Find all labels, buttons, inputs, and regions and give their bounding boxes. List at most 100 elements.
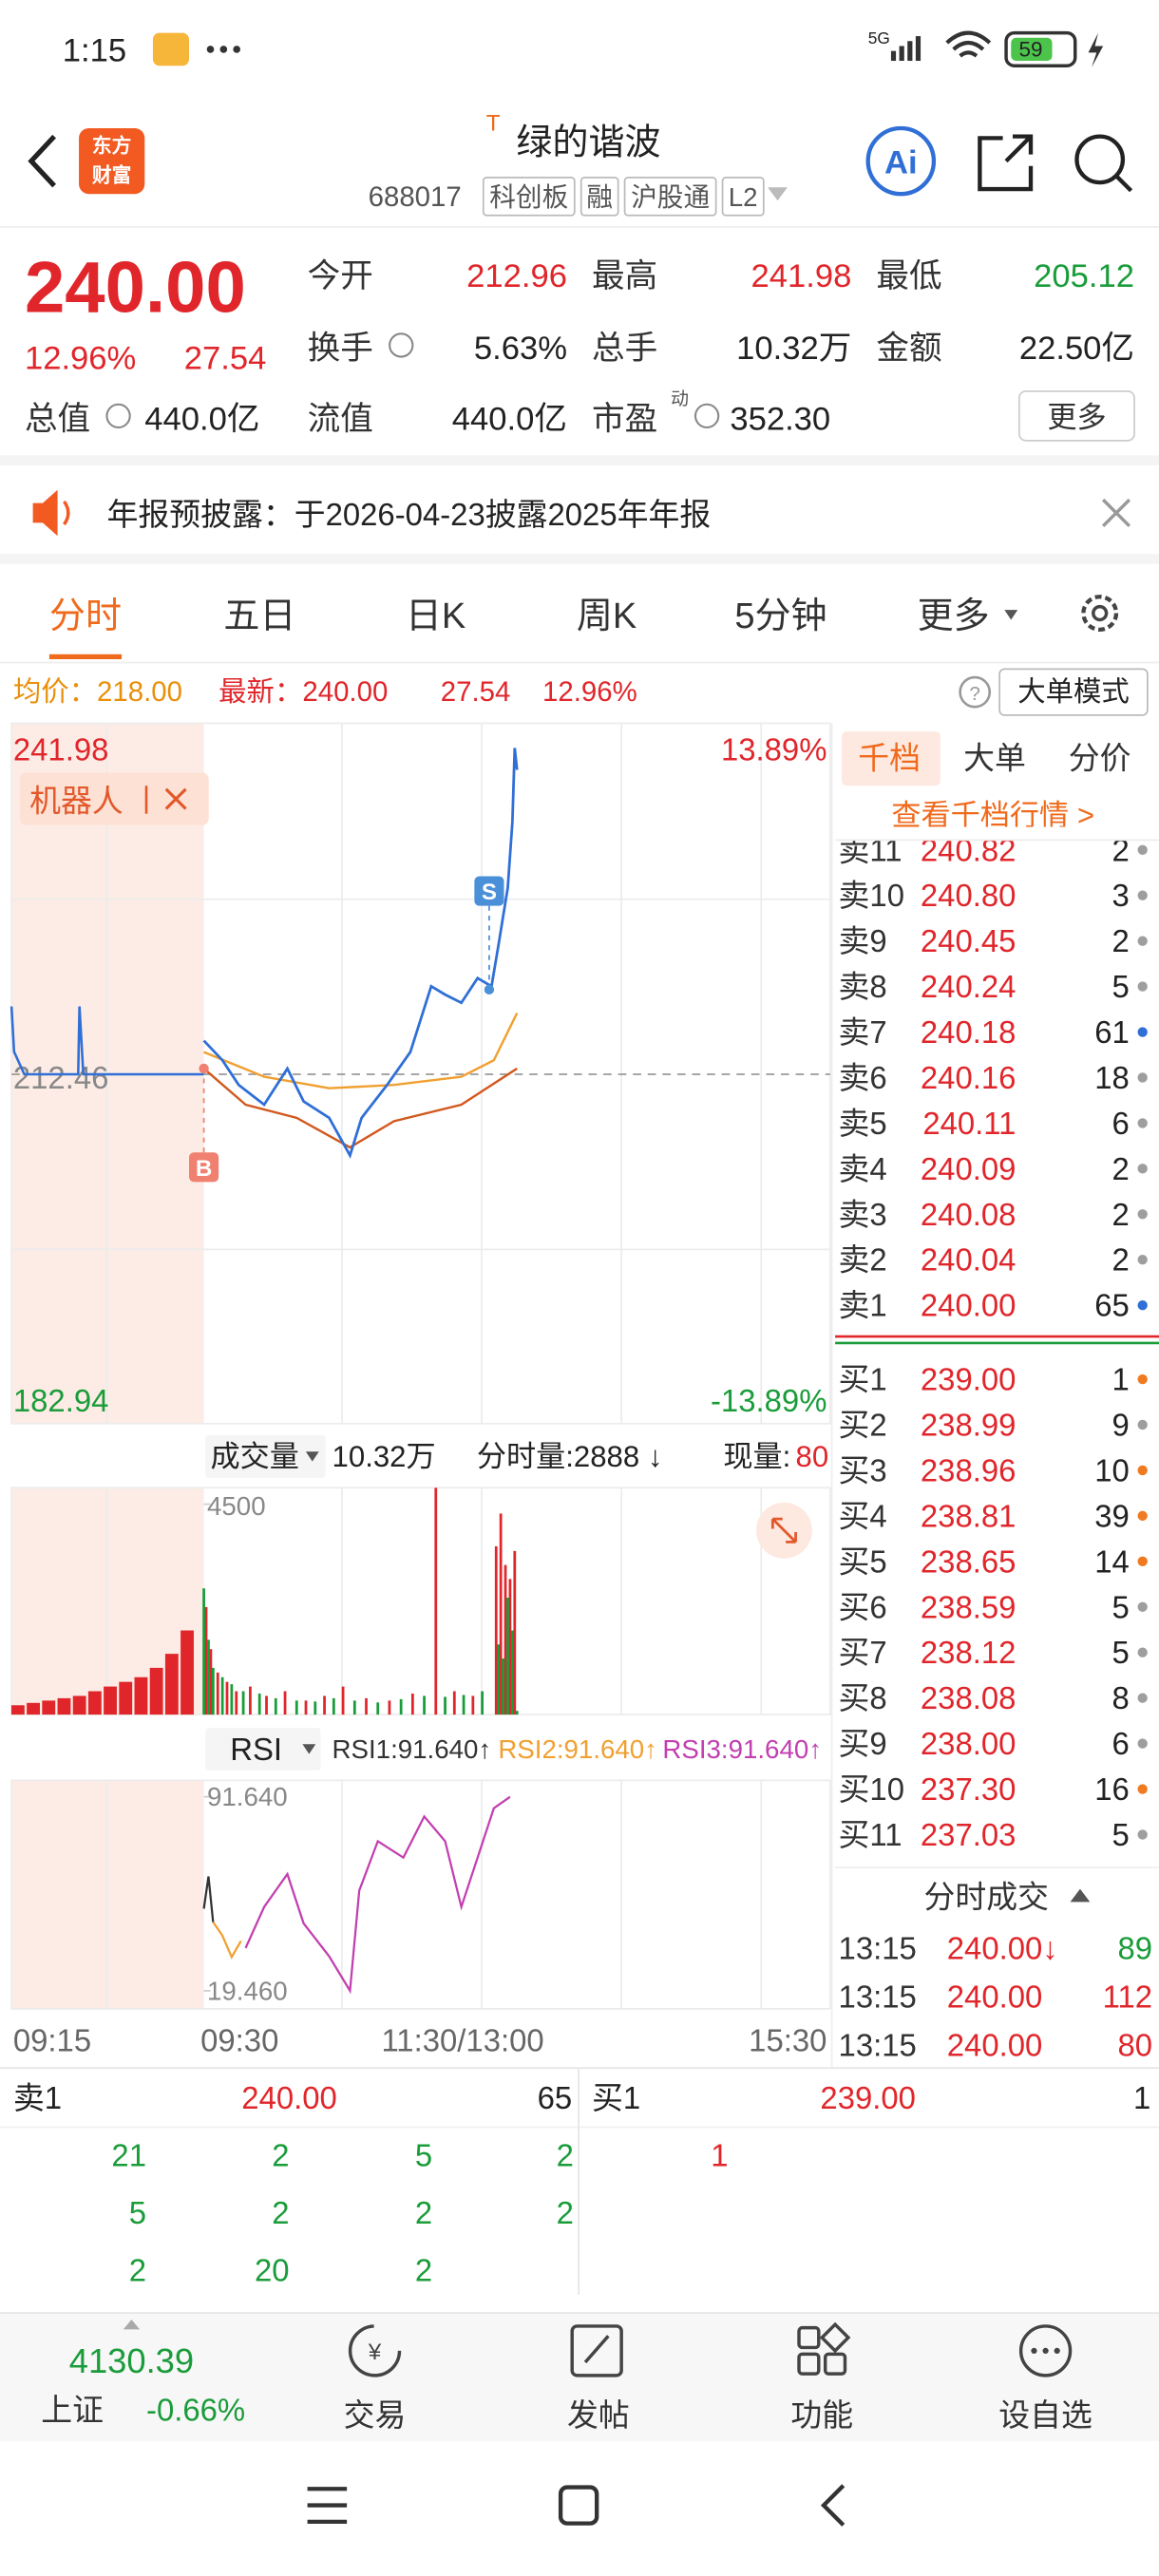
x-tick-label: 09:15 [13, 2022, 91, 2057]
help-icon[interactable] [959, 675, 992, 709]
price-line [203, 1013, 519, 1089]
level-dot [1137, 1255, 1148, 1265]
volume-selector[interactable] [205, 1434, 326, 1478]
index-value[interactable]: 4130.39 [69, 2341, 194, 2380]
rsi-selector[interactable] [205, 1727, 321, 1771]
t-mark: T [486, 110, 501, 136]
book-tab[interactable]: 大单 [963, 740, 1026, 775]
book-tab[interactable]: 分价 [1069, 740, 1131, 775]
stock-code: 688017 [369, 181, 462, 213]
tab-underline [48, 653, 123, 660]
tab[interactable]: 5分钟 [734, 597, 826, 636]
settings-button[interactable] [1081, 595, 1119, 633]
rsi-name[interactable]: RSI [230, 1732, 282, 1767]
level-qty: 39 [1094, 1498, 1130, 1533]
divider-band [0, 554, 1159, 564]
volume-bar [202, 1588, 205, 1715]
field-value: 205.12 [1034, 258, 1134, 294]
robot-button[interactable] [19, 772, 209, 825]
book-link[interactable]: 查看千档行情 > [891, 799, 1094, 832]
nav-label[interactable]: 发帖 [567, 2397, 630, 2433]
nav-label[interactable]: 交易 [344, 2397, 407, 2433]
queue-qty: 2 [272, 2137, 289, 2172]
trades-arrow[interactable] [1070, 1888, 1091, 1903]
tab[interactable]: 日K [406, 597, 466, 636]
robot-label[interactable]: 机器人 [29, 783, 124, 818]
clock: 1:15 [63, 33, 126, 69]
ai-label[interactable]: Ai [884, 144, 918, 180]
level-dot [1137, 1829, 1148, 1840]
info-icon[interactable] [105, 403, 131, 429]
mode-label[interactable]: 大单模式 [1017, 676, 1130, 708]
tab[interactable]: 分时 [49, 597, 122, 636]
trade-time: 13:15 [839, 1979, 917, 2014]
more-label[interactable]: 更多 [1047, 401, 1106, 434]
tab[interactable]: 更多 [918, 597, 990, 636]
tab[interactable]: 五日 [223, 597, 295, 636]
more-button[interactable] [1018, 390, 1135, 442]
level-dot [1137, 936, 1148, 946]
level-qty: 14 [1094, 1544, 1130, 1579]
marker-point [484, 984, 495, 995]
change: 27.54 [184, 340, 267, 376]
level-price: 240.00 [241, 2080, 337, 2115]
ai-button[interactable] [865, 125, 937, 197]
legend-entry: RSI2:91.640↑ [498, 1734, 657, 1764]
volume-bar [209, 1649, 213, 1715]
battery-icon [1004, 30, 1077, 67]
field-value: 241.98 [751, 258, 852, 294]
tab[interactable]: 周K [577, 597, 636, 636]
info-icon[interactable] [389, 332, 414, 358]
back-button[interactable] [28, 134, 57, 188]
divider-band [0, 455, 1159, 465]
queue-qty: 2 [415, 2253, 432, 2288]
robot-close[interactable] [164, 787, 187, 810]
index-arrow[interactable] [123, 2320, 141, 2330]
volume-bar [494, 1545, 498, 1715]
level-dot [1137, 1510, 1148, 1522]
queue-qty: 5 [415, 2137, 432, 2172]
level-qty: 65 [538, 2080, 573, 2115]
share-button[interactable] [978, 134, 1034, 192]
level-label: 卖2 [839, 1242, 887, 1278]
last-price: 240.00 [25, 247, 246, 328]
system-nav [307, 2484, 846, 2527]
marker-box[interactable] [189, 1152, 219, 1183]
field-label: 最高 [592, 258, 657, 294]
level-price: 237.03 [921, 1817, 1016, 1852]
active-book-tab[interactable] [842, 731, 940, 786]
settings-core [1092, 604, 1109, 622]
premarket-line [10, 1006, 204, 1076]
volume-bar [410, 1693, 414, 1715]
nav-label[interactable]: 设自选 [998, 2397, 1092, 2433]
more-dots [206, 46, 240, 53]
volume-name[interactable]: 成交量 [211, 1440, 299, 1473]
volume-bar [180, 1630, 194, 1715]
level-label: 买4 [839, 1498, 887, 1533]
price-line [202, 748, 519, 1159]
nav-label[interactable]: 功能 [790, 2397, 853, 2433]
search-button[interactable] [1074, 134, 1126, 185]
volume-bar [452, 1691, 456, 1715]
book-tab[interactable]: 千档 [858, 740, 921, 775]
dropdown-arrow[interactable] [768, 187, 788, 201]
x-tick-label: 11:30/13:00 [381, 2022, 543, 2057]
info-icon[interactable] [694, 403, 720, 429]
volume-bar [508, 1579, 512, 1715]
rsi-selector-arrow [302, 1744, 316, 1754]
level-label: 卖3 [839, 1197, 887, 1232]
close-notice[interactable] [1101, 498, 1131, 528]
trades-title[interactable]: 分时成交 [924, 1880, 1050, 1915]
marker-box[interactable] [474, 876, 504, 906]
marker-label: B [196, 1156, 212, 1182]
field-value: 212.96 [466, 258, 567, 294]
level-price: 240.11 [922, 1106, 1016, 1141]
volume-bar [216, 1672, 219, 1715]
mode-button[interactable] [998, 668, 1149, 716]
level-price: 240.80 [921, 878, 1016, 913]
level-label: 买8 [839, 1680, 887, 1715]
level-qty: 5 [1112, 1817, 1130, 1852]
level-label: 买7 [839, 1635, 887, 1670]
volume-bar [462, 1695, 466, 1715]
